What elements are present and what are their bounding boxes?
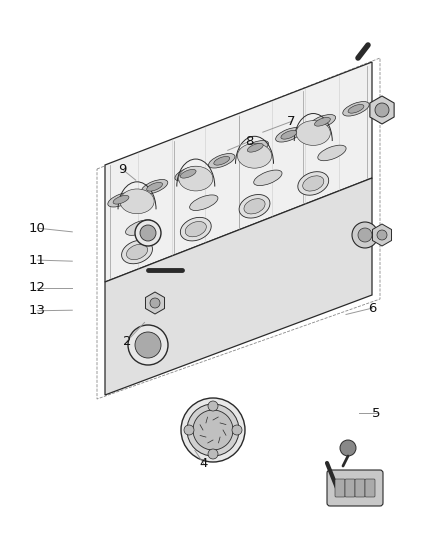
Ellipse shape bbox=[113, 196, 129, 204]
Polygon shape bbox=[105, 178, 372, 395]
Ellipse shape bbox=[237, 143, 272, 168]
Ellipse shape bbox=[180, 217, 211, 241]
Ellipse shape bbox=[281, 131, 297, 139]
Circle shape bbox=[232, 425, 242, 435]
Ellipse shape bbox=[239, 195, 270, 218]
FancyBboxPatch shape bbox=[335, 479, 345, 497]
Ellipse shape bbox=[214, 156, 230, 165]
Ellipse shape bbox=[303, 176, 324, 191]
Polygon shape bbox=[105, 62, 372, 282]
Ellipse shape bbox=[242, 141, 268, 155]
Circle shape bbox=[135, 220, 161, 246]
Circle shape bbox=[150, 298, 160, 308]
Circle shape bbox=[187, 404, 239, 456]
Circle shape bbox=[181, 398, 245, 462]
FancyBboxPatch shape bbox=[365, 479, 375, 497]
Polygon shape bbox=[372, 224, 392, 246]
Circle shape bbox=[352, 222, 378, 248]
Ellipse shape bbox=[247, 143, 263, 152]
Circle shape bbox=[358, 228, 372, 242]
Ellipse shape bbox=[314, 117, 330, 126]
Ellipse shape bbox=[141, 180, 168, 194]
Ellipse shape bbox=[318, 145, 346, 161]
Ellipse shape bbox=[185, 222, 206, 237]
Circle shape bbox=[340, 440, 356, 456]
Text: 8: 8 bbox=[245, 135, 254, 148]
Polygon shape bbox=[145, 292, 165, 314]
Ellipse shape bbox=[126, 220, 154, 236]
Circle shape bbox=[208, 401, 218, 411]
Text: 5: 5 bbox=[372, 407, 381, 419]
Circle shape bbox=[375, 103, 389, 117]
Circle shape bbox=[135, 332, 161, 358]
Ellipse shape bbox=[298, 172, 328, 195]
Ellipse shape bbox=[276, 127, 302, 142]
Circle shape bbox=[208, 449, 218, 459]
Text: 7: 7 bbox=[287, 115, 296, 128]
Ellipse shape bbox=[296, 120, 330, 146]
Circle shape bbox=[193, 410, 233, 450]
Polygon shape bbox=[370, 96, 394, 124]
Ellipse shape bbox=[122, 240, 152, 264]
Ellipse shape bbox=[179, 166, 213, 191]
Ellipse shape bbox=[108, 192, 134, 207]
Ellipse shape bbox=[309, 115, 336, 129]
Ellipse shape bbox=[244, 199, 265, 214]
Ellipse shape bbox=[208, 154, 235, 168]
Text: 11: 11 bbox=[29, 254, 46, 266]
Circle shape bbox=[128, 325, 168, 365]
Ellipse shape bbox=[180, 169, 196, 178]
Ellipse shape bbox=[175, 166, 201, 181]
FancyBboxPatch shape bbox=[327, 470, 383, 506]
Ellipse shape bbox=[127, 244, 148, 260]
Ellipse shape bbox=[120, 189, 154, 214]
Text: 4: 4 bbox=[199, 457, 208, 470]
Ellipse shape bbox=[190, 195, 218, 211]
Text: 9: 9 bbox=[118, 163, 127, 176]
Ellipse shape bbox=[254, 170, 282, 185]
Circle shape bbox=[140, 225, 156, 241]
Ellipse shape bbox=[343, 102, 369, 116]
Text: 2: 2 bbox=[123, 335, 131, 348]
FancyBboxPatch shape bbox=[355, 479, 365, 497]
Ellipse shape bbox=[348, 104, 364, 113]
Ellipse shape bbox=[147, 182, 162, 191]
Circle shape bbox=[184, 425, 194, 435]
Text: 13: 13 bbox=[29, 304, 46, 317]
FancyBboxPatch shape bbox=[345, 479, 355, 497]
Circle shape bbox=[377, 230, 387, 240]
Text: 12: 12 bbox=[29, 281, 46, 294]
Text: 6: 6 bbox=[368, 302, 377, 314]
Text: 10: 10 bbox=[29, 222, 46, 235]
